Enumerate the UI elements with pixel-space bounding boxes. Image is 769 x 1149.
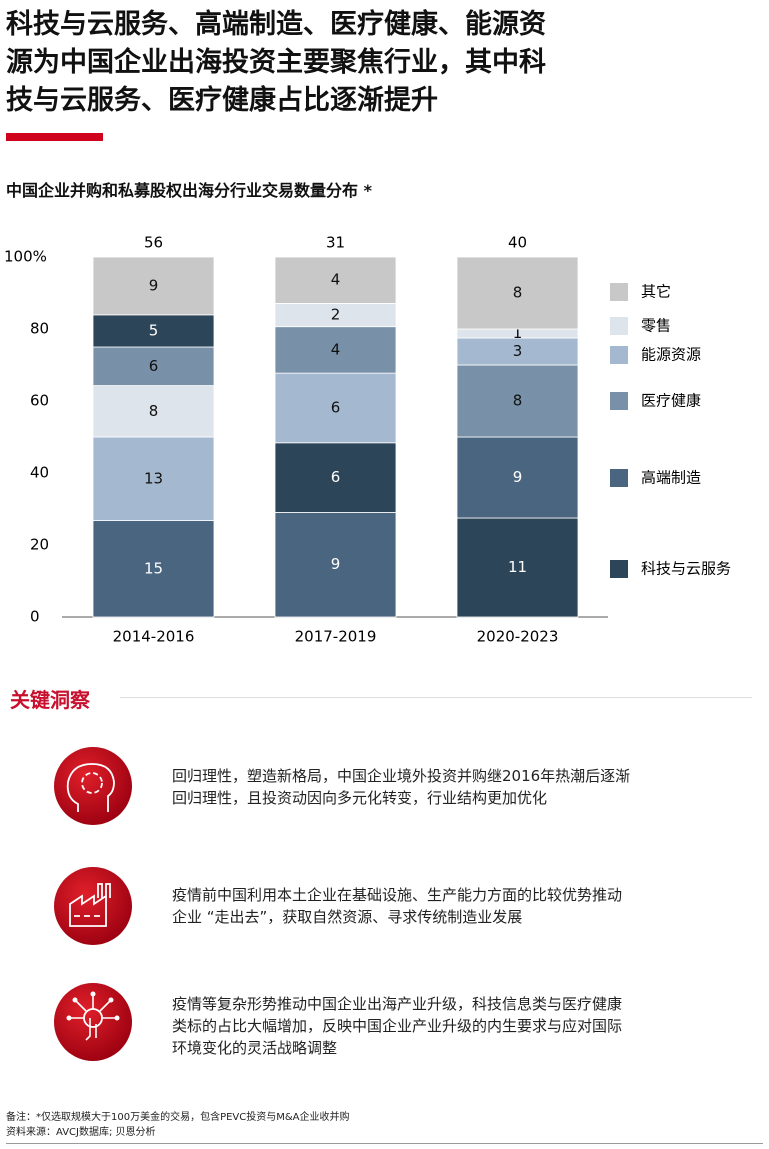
divider — [6, 1143, 763, 1144]
data-label: 9 — [149, 276, 159, 294]
bar-segment — [274, 256, 397, 304]
section-heading: 关键洞察 — [10, 688, 90, 712]
y-tick-label: 60 — [30, 392, 49, 410]
legend-swatch — [610, 560, 628, 578]
insight-line: 回归理性，且投资动因向多元化转变，行业结构更加优化 — [172, 789, 548, 807]
legend-label: 医疗健康 — [641, 392, 701, 410]
data-label: 5 — [149, 321, 159, 339]
bar-segment — [274, 442, 397, 513]
data-label: 2 — [331, 306, 341, 324]
data-label: 8 — [513, 284, 523, 302]
icon-touch — [54, 983, 132, 1061]
insight-line: 疫情等复杂形势推动中国企业出海产业升级，科技信息类与医疗健康 — [172, 995, 623, 1013]
bar-segment — [92, 436, 215, 521]
total-label: 40 — [508, 234, 527, 252]
bar-segment — [456, 436, 579, 519]
title: 科技与云服务、高端制造、医疗健康、能源资 源为中国企业出海投资主要聚焦行业，其中科… — [6, 6, 546, 120]
data-label: 11 — [508, 558, 527, 576]
bar-segment — [456, 256, 579, 330]
icon-brain — [54, 747, 132, 825]
data-label: 8 — [513, 392, 523, 410]
data-label: 6 — [149, 357, 159, 375]
data-label: 1 — [513, 324, 523, 342]
legend-swatch — [610, 283, 628, 301]
y-tick-label: 40 — [30, 464, 49, 482]
bar-segment — [274, 512, 397, 618]
title-line: 技与云服务、医疗健康占比逐渐提升 — [6, 85, 438, 116]
total-label: 31 — [326, 234, 345, 252]
bar-segment — [92, 256, 215, 316]
bar-segment — [274, 326, 397, 374]
y-tick-label: 100% — [4, 248, 47, 266]
title-line: 源为中国企业出海投资主要聚焦行业，其中科 — [6, 47, 546, 78]
x-tick-label: 2017-2019 — [295, 628, 377, 646]
data-label: 9 — [513, 468, 523, 486]
divider — [120, 697, 752, 698]
y-tick-label: 0 — [30, 608, 40, 626]
legend-label: 能源资源 — [641, 346, 701, 364]
icon-factory — [54, 867, 132, 945]
bar-segment — [456, 364, 579, 438]
legend-label: 高端制造 — [641, 469, 701, 487]
x-tick-label: 2014-2016 — [113, 628, 195, 646]
bar-segment — [456, 337, 579, 366]
data-label: 4 — [331, 340, 341, 358]
chart-title: 中国企业并购和私募股权出海分行业交易数量分布 * — [6, 181, 372, 200]
data-label: 4 — [331, 271, 341, 289]
legend-swatch — [610, 346, 628, 364]
insight-line: 环境变化的灵活战略调整 — [172, 1039, 338, 1057]
insight: 回归理性，塑造新格局，中国企业境外投资并购继2016年热潮后逐渐 回归理性，且投资… — [172, 765, 630, 809]
y-tick-label: 80 — [30, 320, 49, 338]
insight: 疫情等复杂形势推动中国企业出海产业升级，科技信息类与医疗健康 类标的占比大幅增加，… — [172, 993, 622, 1059]
bar-segment — [456, 517, 579, 618]
source: 资料来源：AVCJ数据库; 贝恩分析 — [6, 1127, 156, 1138]
legend-label: 零售 — [641, 317, 671, 335]
data-label: 3 — [513, 342, 523, 360]
data-label: 9 — [331, 555, 341, 573]
insight-line: 企业 “走出去”，获取自然资源、寻求传统制造业发展 — [172, 908, 523, 926]
bar-segment — [92, 314, 215, 348]
legend-label: 科技与云服务 — [641, 560, 731, 578]
insight-line: 类标的占比大幅增加，反映中国企业产业升级的内生要求与应对国际 — [172, 1017, 623, 1035]
total-label: 56 — [144, 234, 163, 252]
legend-swatch — [610, 392, 628, 410]
insight: 疫情前中国利用本土企业在基础设施、生产能力方面的比较优势推动 企业 “走出去”，获… — [172, 884, 622, 928]
data-label: 13 — [144, 469, 163, 487]
accent-bar — [6, 133, 103, 141]
data-label: 15 — [144, 559, 163, 577]
legend-label: 其它 — [641, 283, 671, 301]
legend-swatch — [610, 317, 628, 335]
chart: 0 20 40 60 80 100% 2014-2016 56 15 13 8 6 5 9 2017-201… — [4, 234, 731, 646]
insight-line: 回归理性，塑造新格局，中国企业境外投资并购继2016年热潮后逐渐 — [172, 767, 631, 785]
data-label: 6 — [331, 398, 341, 416]
x-tick-label: 2020-2023 — [477, 628, 559, 646]
bar-segment — [92, 520, 215, 618]
insight-line: 疫情前中国利用本土企业在基础设施、生产能力方面的比较优势推动 — [172, 886, 623, 904]
title-line: 科技与云服务、高端制造、医疗健康、能源资 — [6, 9, 546, 40]
legend-swatch — [610, 469, 628, 487]
data-label: 8 — [149, 402, 159, 420]
y-tick-label: 20 — [30, 536, 49, 554]
footnote: 备注：*仅选取规模大于100万美金的交易，包含PEVC投资与M&A企业收并购 — [6, 1112, 350, 1123]
data-label: 6 — [331, 468, 341, 486]
